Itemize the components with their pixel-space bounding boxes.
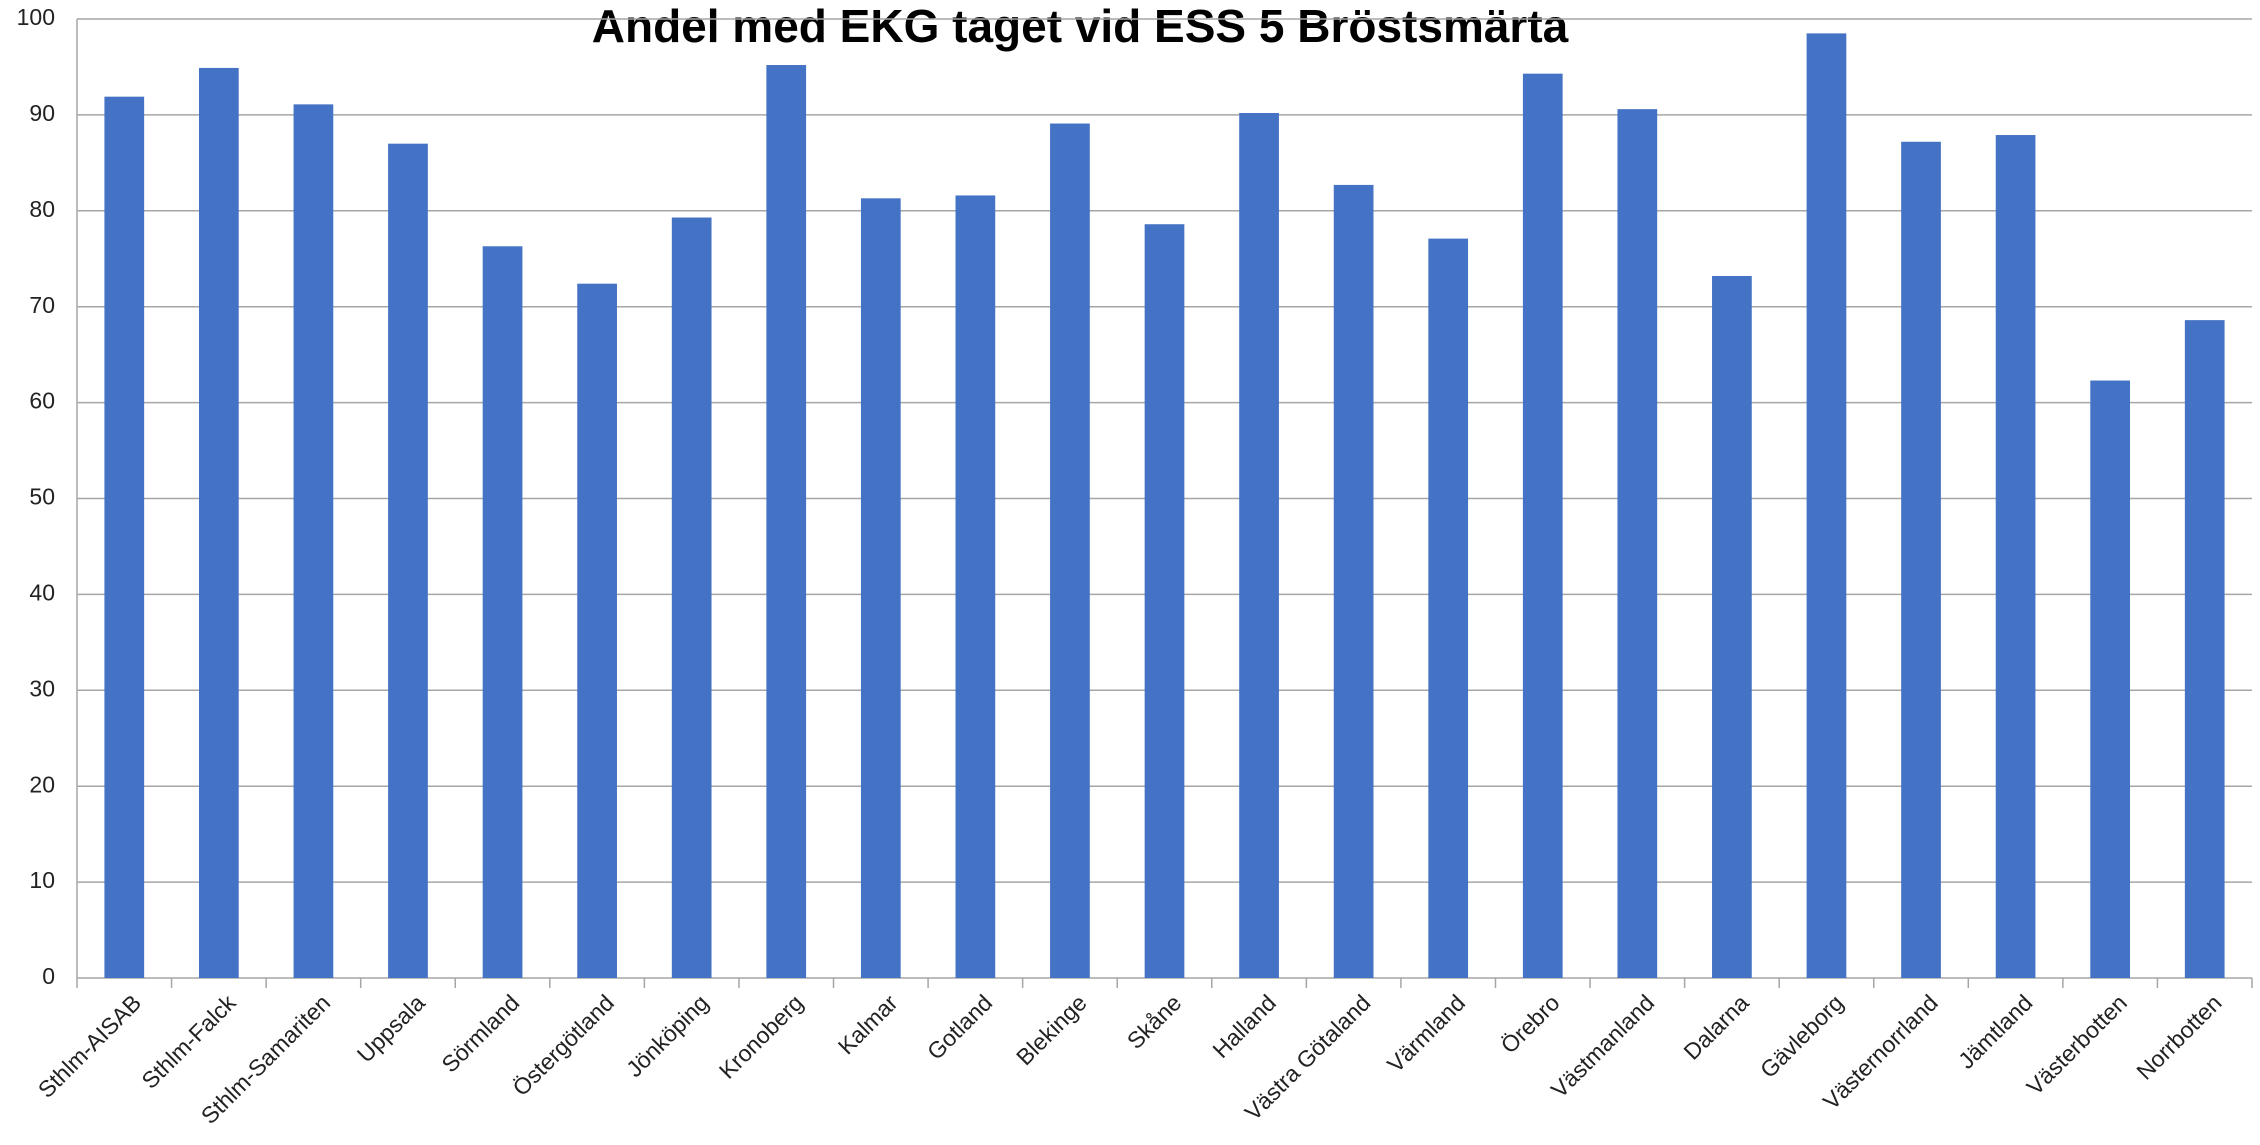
bar bbox=[104, 96, 145, 978]
bar bbox=[198, 67, 239, 978]
x-tick-label: Blekinge bbox=[1011, 989, 1092, 1070]
bar bbox=[1522, 73, 1563, 978]
bar bbox=[293, 104, 334, 978]
bar bbox=[955, 195, 996, 978]
x-tick-label: Dalarna bbox=[1678, 989, 1753, 1064]
bar bbox=[1901, 141, 1941, 978]
x-tick-label: Värmland bbox=[1382, 989, 1470, 1077]
x-tick-label: Jämtland bbox=[1953, 989, 2037, 1073]
bar bbox=[860, 198, 901, 978]
x-tick-label: Halland bbox=[1207, 989, 1281, 1063]
bar bbox=[1050, 123, 1090, 978]
y-tick-label: 50 bbox=[29, 484, 55, 510]
x-tick-label: Sörmland bbox=[436, 989, 524, 1077]
bar bbox=[2090, 380, 2131, 979]
bar bbox=[1239, 112, 1279, 979]
x-tick-label: Norrbotten bbox=[2131, 989, 2226, 1084]
x-tick-label: Örebro bbox=[1496, 989, 1565, 1058]
bar bbox=[1712, 276, 1752, 979]
bar bbox=[1806, 33, 1847, 978]
y-tick-label: 20 bbox=[29, 771, 55, 797]
y-tick-label: 70 bbox=[29, 292, 55, 318]
x-tick-label: Jönköping bbox=[621, 989, 714, 1082]
y-tick-label: 0 bbox=[42, 963, 55, 989]
bar bbox=[1144, 224, 1185, 978]
y-tick-label: 80 bbox=[29, 196, 55, 222]
x-tick-label: Kalmar bbox=[833, 989, 903, 1059]
x-tick-label: Sthlm-Falck bbox=[136, 989, 241, 1094]
bar bbox=[766, 65, 807, 979]
y-tick-label: 100 bbox=[17, 4, 55, 30]
x-tick-label: Gotland bbox=[922, 989, 997, 1064]
x-tick-label: Gävleborg bbox=[1755, 989, 1848, 1082]
x-tick-label: Östergötland bbox=[507, 989, 619, 1101]
y-tick-label: 40 bbox=[29, 579, 55, 605]
x-tick-label: Sthlm-AISAB bbox=[33, 989, 146, 1102]
bar bbox=[1995, 135, 2036, 978]
bar bbox=[1333, 184, 1374, 979]
bar bbox=[388, 143, 428, 979]
bar bbox=[482, 246, 523, 978]
chart-title: Andel med EKG taget vid ESS 5 Bröstsmärt… bbox=[592, 0, 1569, 52]
y-tick-label: 10 bbox=[29, 867, 55, 893]
y-tick-label: 30 bbox=[29, 675, 55, 701]
bar bbox=[1617, 109, 1658, 979]
y-tick-label: 60 bbox=[29, 388, 55, 414]
x-tick-label: Skåne bbox=[1122, 989, 1187, 1054]
bar bbox=[671, 217, 712, 978]
bar bbox=[1428, 238, 1469, 979]
bar bbox=[577, 283, 617, 979]
x-tick-label: Västerbotten bbox=[2021, 989, 2132, 1100]
bar bbox=[2184, 320, 2225, 979]
x-tick-label: Uppsala bbox=[352, 989, 430, 1067]
x-tick-label: Kronoberg bbox=[714, 989, 808, 1083]
y-tick-label: 90 bbox=[29, 100, 55, 126]
